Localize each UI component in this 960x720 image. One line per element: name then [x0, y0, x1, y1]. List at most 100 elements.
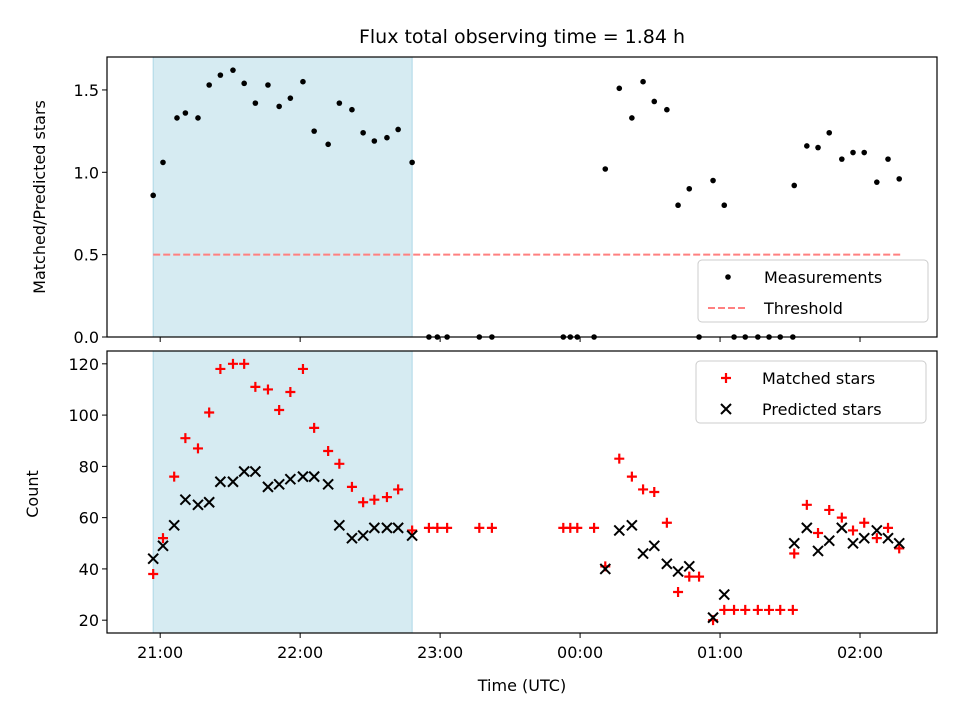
bottom-y-axis-label: Count: [23, 470, 42, 518]
predicted-star-point: [812, 545, 824, 557]
matched-star-point: [752, 604, 763, 615]
matched-star-point: [157, 533, 168, 544]
x-axis-label: Time (UTC): [477, 676, 566, 695]
predicted-star-point: [707, 611, 719, 624]
bottom-axes-frame: [106, 350, 938, 634]
predicted-star-point: [893, 537, 905, 549]
predicted-star-point: [858, 532, 870, 544]
matched-star-point: [787, 604, 798, 615]
matched-star-point: [227, 358, 238, 369]
predicted-star-point: [683, 560, 695, 573]
predicted-star-point: [672, 565, 684, 578]
predicted-star-point: [637, 547, 649, 560]
top-ytick-label: 0.5: [74, 246, 99, 265]
measurement-point: [384, 134, 390, 141]
measurement-point: [311, 128, 317, 134]
predicted-star-point: [406, 529, 418, 542]
measurement-point: [804, 143, 810, 149]
matched-star-point: [859, 517, 870, 528]
measurement-point: [360, 129, 366, 136]
measurement-point: [230, 67, 236, 73]
bottom-ytick-label: 80: [79, 457, 99, 476]
chart-title: Flux total observing time = 1.84 h: [359, 26, 685, 48]
predicted-star-point: [648, 540, 660, 552]
measurement-point: [276, 103, 282, 110]
matched-star-point: [369, 494, 380, 505]
matched-star-point: [250, 381, 261, 392]
measurement-point: [217, 72, 224, 78]
matched-star-point: [393, 484, 404, 495]
matched-star-point: [239, 358, 250, 369]
matched-star-point: [649, 487, 660, 497]
measurement-point: [336, 100, 343, 106]
matched-star-point: [423, 522, 434, 533]
predicted-star-point: [262, 481, 274, 493]
predicted-star-point: [847, 537, 859, 549]
top-shaded-span: [152, 56, 413, 338]
measurement-point: [241, 80, 247, 87]
bottom-panel: 20 40 60 80 100 120 21:00 22:00 23:00 00:00 01:00 0…: [68, 350, 938, 662]
top-ytick-label: 1.0: [74, 163, 99, 182]
measurement-point: [710, 177, 716, 184]
predicted-star-point: [801, 522, 813, 534]
bottom-shaded-span: [152, 350, 413, 634]
matched-star-point: [215, 363, 226, 374]
matched-star-point: [871, 533, 882, 544]
predicted-star-point: [157, 540, 169, 552]
predicted-star-point: [381, 522, 393, 534]
measurement-point: [629, 115, 635, 121]
measurement-point: [640, 78, 646, 85]
measurement-point: [195, 115, 201, 121]
measurement-point: [616, 85, 623, 92]
predicted-star-point: [613, 524, 625, 537]
measurement-point: [791, 182, 798, 189]
bottom-xtick-label: 02:00: [837, 643, 883, 662]
bottom-xtick-label: 01:00: [697, 643, 743, 662]
measurement-point: [826, 129, 833, 136]
legend-label: Matched stars: [762, 369, 875, 388]
bottom-xtick-label: 21:00: [137, 643, 183, 662]
matched-star-point: [432, 522, 443, 533]
predicted-star-point: [368, 522, 381, 534]
legend-label: Threshold: [763, 299, 843, 318]
bottom-ytick-label: 100: [68, 406, 99, 425]
measurement-point: [265, 82, 271, 88]
matched-star-point: [192, 443, 203, 454]
predicted-star-point: [322, 478, 334, 491]
predicted-star-point: [249, 465, 262, 478]
top-axes-frame: [106, 56, 938, 338]
measurement-point: [349, 106, 355, 113]
matched-star-point: [836, 512, 847, 523]
legend-measurement-swatch: [725, 274, 731, 280]
legend-label: Measurements: [764, 268, 882, 287]
legend-label: Predicted stars: [762, 400, 882, 419]
predicted-star-point: [227, 476, 239, 488]
matched-star-point: [274, 404, 285, 415]
matched-star-point: [638, 484, 649, 495]
matched-star-point: [204, 407, 215, 418]
predicted-star-point: [192, 499, 204, 511]
top-panel: 0.0 0.5 1.0 1.5 Measurements Threshold: [74, 56, 938, 347]
matched-star-point: [262, 384, 273, 395]
bottom-xtick-label: 00:00: [557, 643, 603, 662]
matched-star-point: [148, 569, 159, 580]
matched-star-point: [572, 522, 583, 533]
measurement-point: [815, 144, 821, 151]
measurement-point: [252, 100, 259, 106]
matched-star-point: [442, 522, 453, 533]
predicted-star-point: [273, 478, 285, 491]
predicted-star-point: [823, 535, 835, 547]
measurement-point: [602, 166, 609, 172]
measurement-point: [896, 176, 903, 182]
matched-star-point: [626, 471, 637, 482]
matched-star-point: [894, 543, 905, 554]
matched-star-point: [883, 522, 894, 533]
measurement-point: [839, 156, 845, 162]
measurement-point: [850, 149, 856, 156]
measurement-point: [409, 159, 415, 166]
measurement-point: [874, 179, 880, 185]
matched-star-point: [346, 481, 357, 492]
matched-star-point: [323, 445, 334, 456]
predicted-star-point: [882, 532, 894, 544]
